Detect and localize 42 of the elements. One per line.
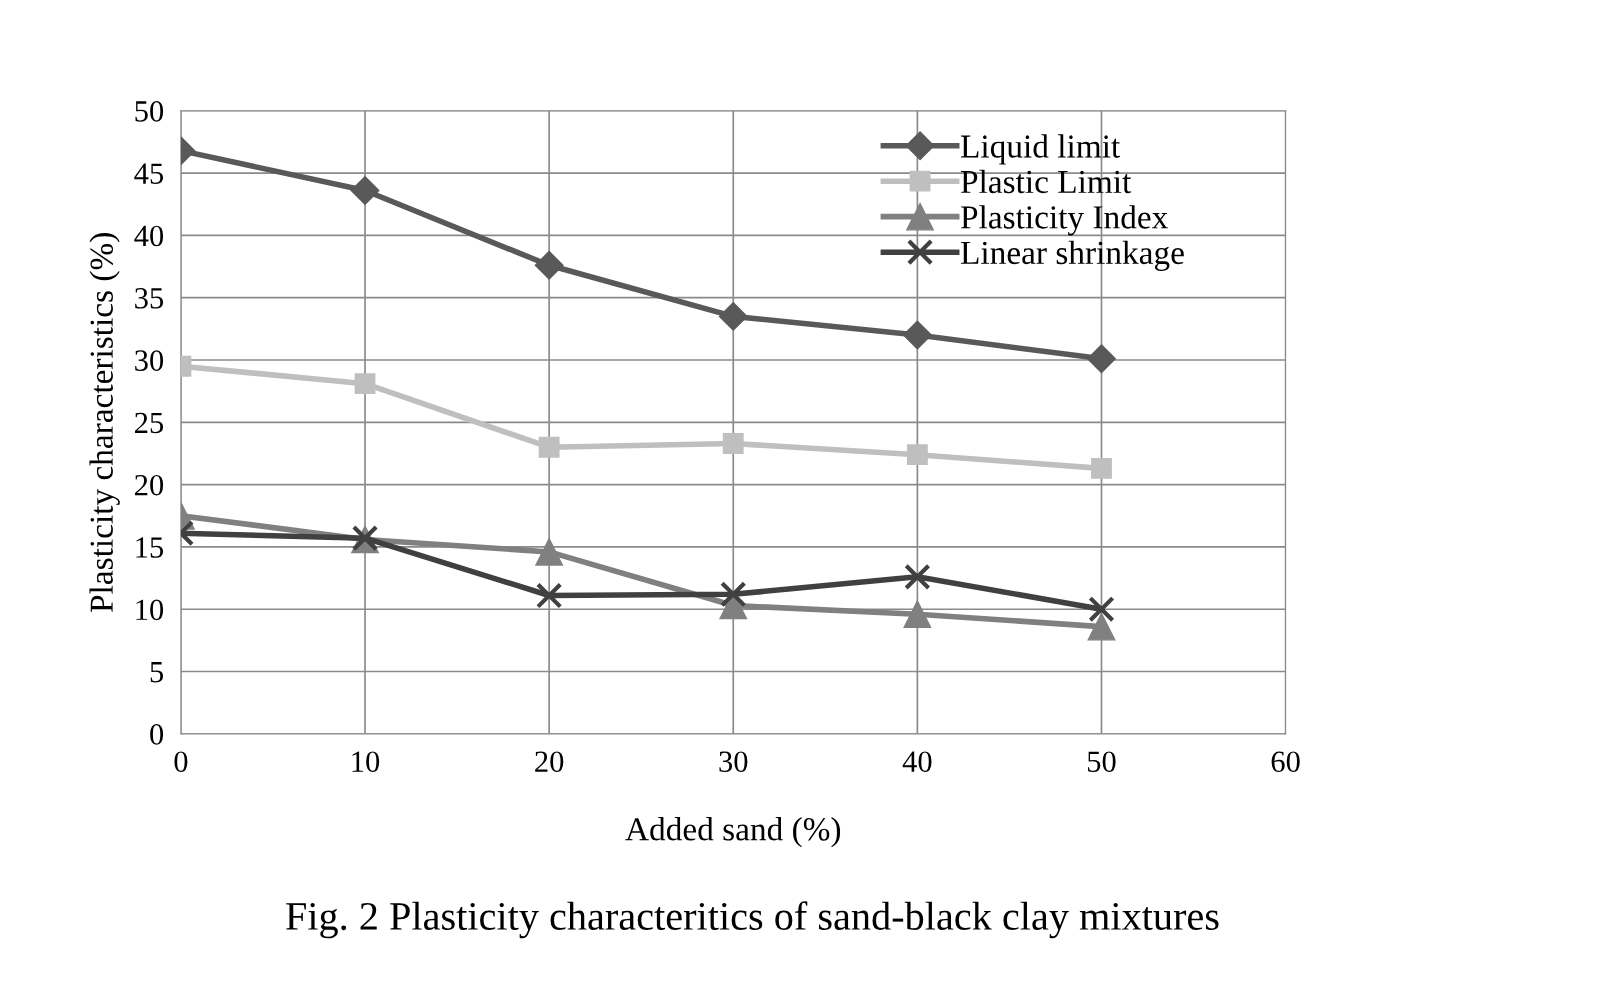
y-tick-label: 35: [135, 288, 164, 309]
point: [720, 581, 747, 608]
y-tick-label: 10: [136, 599, 164, 621]
y-tick-label: 0: [150, 724, 164, 745]
point: [904, 563, 931, 591]
x-tick-label: 60: [1271, 751, 1300, 773]
legend-label: Plasticity Index: [960, 205, 1168, 236]
point: [722, 433, 744, 454]
caption: Fig. 2 Plasticity characteritics of sand-black clay mixtures: [286, 901, 1219, 939]
y-tick-label: 20: [135, 474, 164, 496]
point: [350, 176, 380, 205]
point: [535, 582, 563, 609]
legend-label: Liquid limit: [960, 134, 1121, 165]
x-tick-label: 30: [719, 751, 748, 773]
point: [354, 373, 376, 395]
y-tick-label: 30: [135, 350, 164, 371]
y-tick-label: 45: [134, 163, 164, 184]
x-axis-title: Added sand (%): [625, 817, 841, 848]
point: [534, 250, 564, 280]
legend-label: Plastic Limit: [960, 169, 1132, 194]
y-axis-title: Plasticity characteristics (%): [89, 233, 120, 613]
x-tick-label: 10: [352, 751, 380, 773]
point: [718, 301, 748, 331]
point: [903, 600, 932, 629]
x-tick-label: 20: [535, 751, 564, 773]
x-tick-label: 40: [902, 751, 932, 773]
y-tick-label: 50: [135, 101, 164, 122]
point: [906, 444, 928, 466]
y-tick-label: 15: [136, 537, 164, 558]
point: [1087, 612, 1116, 641]
point: [1087, 344, 1116, 374]
point: [538, 436, 560, 458]
point: [1091, 457, 1112, 479]
point: [1088, 596, 1115, 623]
y-tick-label: 5: [150, 662, 164, 683]
point: [535, 538, 564, 566]
y-tick-label: 25: [135, 412, 164, 434]
x-tick-label: 0: [174, 751, 188, 773]
point: [902, 320, 932, 350]
legend-label: Linear shrinkage: [960, 240, 1184, 272]
y-tick-label: 40: [134, 225, 164, 247]
x-tick-label: 50: [1087, 751, 1116, 773]
